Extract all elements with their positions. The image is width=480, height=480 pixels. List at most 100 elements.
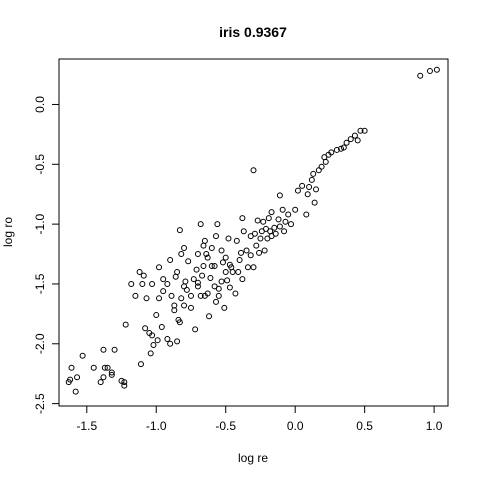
data-point (294, 187, 301, 194)
data-point (340, 144, 347, 151)
data-point (354, 137, 361, 144)
data-point (171, 307, 178, 314)
data-point (322, 158, 329, 165)
data-point (237, 249, 244, 256)
y-axis: -2.5 -2.0 -1.5 -1.0 -0.5 0.0 (33, 96, 60, 414)
data-point (204, 254, 211, 261)
data-point (215, 292, 222, 299)
data-point (417, 72, 424, 79)
x-tick-label: -1.0 (146, 419, 167, 433)
data-point (276, 192, 283, 199)
data-point (282, 218, 289, 225)
data-point (160, 288, 167, 295)
data-point (193, 266, 200, 273)
data-point (100, 346, 107, 353)
x-tick-label: -1.5 (76, 419, 97, 433)
y-tick-label: 0.0 (33, 96, 47, 113)
data-point (212, 298, 219, 305)
data-point (128, 280, 135, 287)
data-point (271, 224, 278, 231)
data-point (139, 280, 146, 287)
data-point (250, 167, 257, 174)
data-point (299, 182, 306, 189)
data-point (194, 251, 201, 258)
y-tick-label: -1.5 (33, 273, 47, 294)
data-point (72, 388, 79, 395)
data-point (199, 272, 206, 279)
data-point (328, 149, 335, 156)
data-point (233, 237, 240, 244)
data-point (268, 209, 275, 216)
data-point (137, 361, 144, 368)
data-point (178, 251, 185, 258)
data-point (79, 352, 86, 359)
x-tick-label: 1.0 (426, 419, 443, 433)
data-point (218, 247, 225, 254)
data-point (239, 215, 246, 222)
data-point (181, 245, 188, 252)
data-point (265, 215, 272, 222)
data-point (243, 247, 250, 254)
x-tick-label: 0.0 (287, 419, 304, 433)
data-point (160, 276, 167, 283)
plot-border (58, 58, 449, 407)
data-point (267, 228, 274, 235)
data-point (97, 379, 104, 386)
data-point (182, 278, 189, 285)
data-point (118, 377, 125, 384)
data-point (304, 191, 311, 198)
data-point (150, 341, 157, 348)
data-point (204, 290, 211, 297)
data-point (333, 146, 340, 153)
data-point (121, 382, 128, 389)
data-point (149, 332, 156, 339)
data-point (281, 228, 288, 235)
data-point (232, 290, 239, 297)
data-point (171, 302, 178, 309)
data-point (257, 235, 264, 242)
data-point (239, 276, 246, 283)
data-point (140, 272, 147, 279)
data-point (303, 211, 310, 218)
data-point (288, 221, 295, 228)
data-point (185, 258, 192, 265)
x-tick-label: 0.5 (356, 419, 373, 433)
data-point (229, 268, 236, 275)
data-point (167, 257, 174, 264)
data-point (136, 268, 143, 275)
data-point (308, 176, 315, 183)
data-point (200, 242, 207, 249)
data-point (426, 67, 433, 74)
data-point (149, 280, 156, 287)
data-point (226, 284, 233, 291)
data-point (343, 139, 350, 146)
data-point (167, 340, 174, 347)
data-point (164, 280, 171, 287)
data-point (250, 264, 257, 271)
x-axis-label: log re (238, 451, 268, 465)
data-point (361, 127, 368, 134)
data-point (275, 216, 282, 223)
data-point (260, 218, 267, 225)
y-tick-label: -2.0 (33, 333, 47, 354)
data-point (190, 276, 197, 283)
data-point (111, 346, 118, 353)
data-point (181, 302, 188, 309)
data-point (433, 66, 440, 73)
data-point (254, 217, 261, 224)
data-point (222, 254, 229, 261)
data-point (211, 263, 218, 270)
data-point (219, 259, 226, 266)
data-point (208, 245, 215, 252)
data-point (158, 324, 165, 331)
data-point (256, 249, 263, 256)
data-point (143, 295, 150, 302)
data-point (132, 292, 139, 299)
data-point (306, 184, 313, 191)
data-point (351, 132, 358, 139)
data-point (176, 227, 183, 234)
data-point (313, 186, 320, 193)
x-axis: -1.5 -1.0 -0.5 0.0 0.5 1.0 (76, 405, 443, 433)
data-point (172, 273, 179, 280)
data-point (201, 237, 208, 244)
